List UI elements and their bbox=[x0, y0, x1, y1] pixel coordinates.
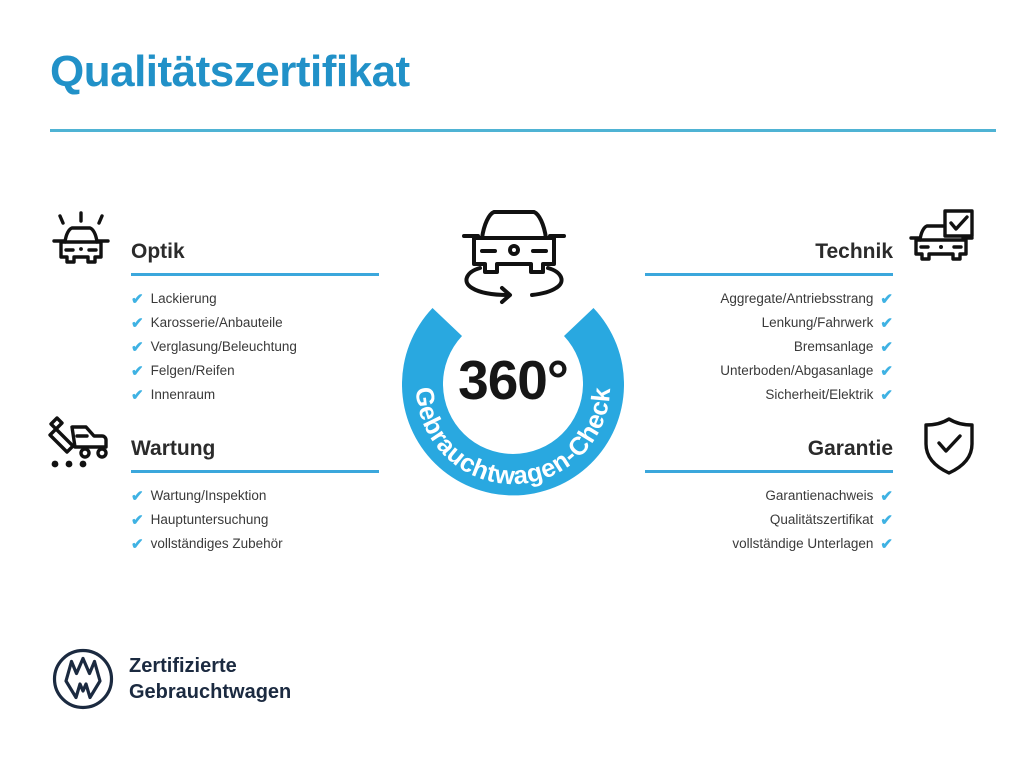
checklist-item-label: Qualitätszertifikat bbox=[769, 512, 874, 527]
vw-logo-line2: Gebrauchtwagen bbox=[129, 681, 292, 703]
checklist-item: ✔ vollständige Unterlagen bbox=[645, 532, 893, 556]
checklist-item: ✔ Innenraum bbox=[131, 383, 379, 407]
section-title-garantie: Garantie bbox=[807, 437, 893, 460]
checklist-item: ✔ Wartung/Inspektion bbox=[131, 484, 379, 508]
checklist-item-label: Innenraum bbox=[150, 387, 216, 402]
section-title-technik: Technik bbox=[815, 240, 893, 263]
checklist-optik: ✔ Lackierung ✔ Karosserie/Anbauteile ✔ Vergla… bbox=[131, 287, 379, 407]
check-icon: ✔ bbox=[880, 511, 893, 529]
page-title: Qualitätszertifikat bbox=[50, 47, 410, 96]
title-divider bbox=[50, 129, 996, 132]
section-divider-wartung bbox=[131, 470, 379, 473]
checklist-item: ✔ Garantienachweis bbox=[645, 484, 893, 508]
check-icon: ✔ bbox=[880, 535, 893, 553]
checklist-item-label: vollständiges Zubehör bbox=[150, 536, 283, 551]
badge-360-check: Gebrauchtwagen-Check 360° bbox=[378, 252, 648, 522]
check-icon: ✔ bbox=[131, 362, 144, 380]
checklist-item: ✔ Qualitätszertifikat bbox=[645, 508, 893, 532]
vw-roundel-icon bbox=[52, 648, 114, 710]
checklist-item-label: Lackierung bbox=[150, 291, 217, 306]
section-technik: Technik ✔ Aggregate/Antriebsstrang ✔ Lenkung… bbox=[645, 238, 893, 407]
checklist-item-label: Hauptuntersuchung bbox=[150, 512, 269, 527]
checklist-garantie: ✔ Garantienachweis ✔ Qualitätszertifikat ✔ vo… bbox=[645, 484, 893, 556]
checklist-item-label: Verglasung/Beleuchtung bbox=[150, 339, 297, 354]
section-divider-optik bbox=[131, 273, 379, 276]
check-icon: ✔ bbox=[131, 314, 144, 332]
section-header-wartung: Wartung bbox=[131, 435, 379, 473]
check-icon: ✔ bbox=[880, 487, 893, 505]
checklist-item: ✔ Karosserie/Anbauteile bbox=[131, 311, 379, 335]
badge-ring: Gebrauchtwagen-Check bbox=[402, 308, 624, 496]
checklist-item-label: Bremsanlage bbox=[793, 339, 874, 354]
section-garantie: Garantie ✔ Garantienachweis ✔ Qualitätszerti… bbox=[645, 435, 893, 556]
checklist-item-label: Sicherheit/Elektrik bbox=[765, 387, 874, 402]
car-shine-icon bbox=[46, 208, 116, 272]
checklist-item: ✔ Unterboden/Abgasanlage bbox=[645, 359, 893, 383]
checklist-item-label: Karosserie/Anbauteile bbox=[150, 315, 283, 330]
checklist-item-label: Aggregate/Antriebsstrang bbox=[720, 291, 874, 306]
checklist-wartung: ✔ Wartung/Inspektion ✔ Hauptuntersuchung ✔ vo… bbox=[131, 484, 379, 556]
checklist-item: ✔ Hauptuntersuchung bbox=[131, 508, 379, 532]
check-icon: ✔ bbox=[880, 338, 893, 356]
section-header-garantie: Garantie bbox=[645, 435, 893, 473]
car-checkbox-icon bbox=[908, 206, 978, 270]
checklist-item: ✔ Bremsanlage bbox=[645, 335, 893, 359]
check-icon: ✔ bbox=[131, 290, 144, 308]
checklist-item-label: Garantienachweis bbox=[765, 488, 874, 503]
vw-logo-text: Zertifizierte Gebrauchtwagen bbox=[129, 653, 291, 705]
section-header-optik: Optik bbox=[131, 238, 379, 276]
checklist-item: ✔ Verglasung/Beleuchtung bbox=[131, 335, 379, 359]
checklist-item: ✔ Aggregate/Antriebsstrang bbox=[645, 287, 893, 311]
checklist-item-label: Felgen/Reifen bbox=[150, 363, 235, 378]
section-header-technik: Technik bbox=[645, 238, 893, 276]
checklist-item-label: Wartung/Inspektion bbox=[150, 488, 267, 503]
checklist-item-label: vollständige Unterlagen bbox=[732, 536, 874, 551]
checklist-item: ✔ Lenkung/Fahrwerk bbox=[645, 311, 893, 335]
vw-logo: Zertifizierte Gebrauchtwagen bbox=[52, 648, 291, 710]
check-icon: ✔ bbox=[880, 314, 893, 332]
check-icon: ✔ bbox=[131, 511, 144, 529]
checklist-item: ✔ vollständiges Zubehör bbox=[131, 532, 379, 556]
section-title-wartung: Wartung bbox=[131, 437, 216, 460]
check-icon: ✔ bbox=[880, 362, 893, 380]
checklist-item: ✔ Felgen/Reifen bbox=[131, 359, 379, 383]
check-icon: ✔ bbox=[131, 386, 144, 404]
wrench-car-icon bbox=[44, 412, 114, 476]
shield-check-icon bbox=[914, 414, 984, 478]
checklist-item-label: Unterboden/Abgasanlage bbox=[720, 363, 874, 378]
check-icon: ✔ bbox=[131, 338, 144, 356]
vw-logo-line1: Zertifizierte bbox=[129, 655, 237, 677]
section-optik: Optik ✔ Lackierung ✔ Karosserie/Anbauteile ✔ V… bbox=[131, 238, 379, 407]
section-wartung: Wartung ✔ Wartung/Inspektion ✔ Hauptuntersuc… bbox=[131, 435, 379, 556]
checklist-technik: ✔ Aggregate/Antriebsstrang ✔ Lenkung/Fahrwe… bbox=[645, 287, 893, 407]
check-icon: ✔ bbox=[880, 290, 893, 308]
section-divider-technik bbox=[645, 273, 893, 276]
check-icon: ✔ bbox=[880, 386, 893, 404]
checklist-item: ✔ Sicherheit/Elektrik bbox=[645, 383, 893, 407]
section-title-optik: Optik bbox=[131, 240, 185, 263]
check-icon: ✔ bbox=[131, 487, 144, 505]
check-icon: ✔ bbox=[131, 535, 144, 553]
car-rotate-icon bbox=[446, 198, 582, 306]
checklist-item: ✔ Lackierung bbox=[131, 287, 379, 311]
section-divider-garantie bbox=[645, 470, 893, 473]
checklist-item-label: Lenkung/Fahrwerk bbox=[761, 315, 874, 330]
badge-value: 360° bbox=[458, 349, 569, 411]
